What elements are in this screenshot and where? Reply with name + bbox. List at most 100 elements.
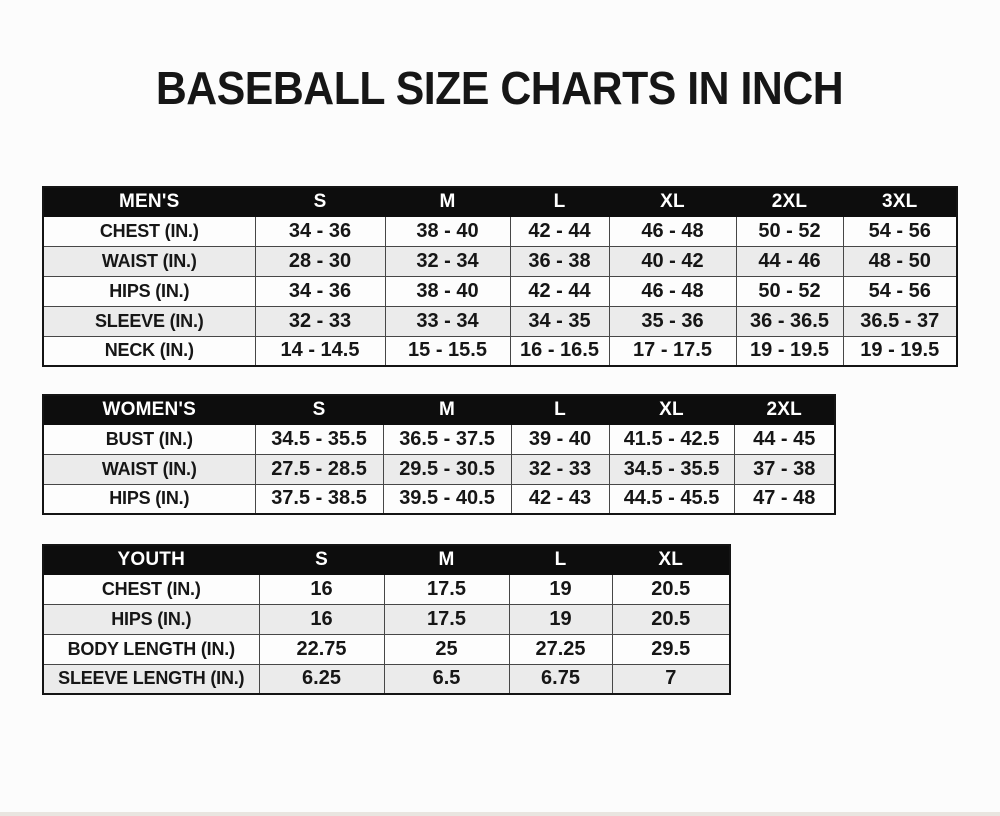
size-value-cell: 36 - 36.5 [735,305,844,337]
size-value-cell: 37.5 - 38.5 [254,483,384,515]
page: { "page": { "title": "BASEBALL SIZE CHAR… [0,64,1000,816]
table-row: WAIST (IN.) 27.5 - 28.5 29.5 - 30.5 32 - 33… [42,453,836,485]
youth-size-column-header: L [508,544,613,575]
table-row: SLEEVE (IN.) 32 - 33 33 - 34 34 - 35 35 - 36… [42,305,958,337]
page-bottom-edge [0,812,1000,816]
row-label: HIPS (IN.) [42,275,256,307]
table-row: HIPS (IN.) 37.5 - 38.5 39.5 - 40.5 42 - 43 4… [42,483,836,515]
row-label: CHEST (IN.) [42,215,256,247]
size-value-cell: 42 - 43 [510,483,610,515]
row-label: SLEEVE LENGTH (IN.) [42,663,260,695]
size-value-cell: 22.75 [258,633,385,665]
row-label: BUST (IN.) [42,423,256,455]
size-value-cell: 28 - 30 [254,245,386,277]
mens-size-column-header: XL [608,186,737,217]
row-label: SLEEVE (IN.) [42,305,256,337]
row-label: HIPS (IN.) [42,603,260,635]
size-value-cell: 17 - 17.5 [608,335,737,367]
row-label: HIPS (IN.) [42,483,256,515]
row-label: WAIST (IN.) [42,453,256,485]
womens-size-column-header: 2XL [733,394,836,425]
size-value-cell: 19 [508,573,613,605]
size-value-cell: 35 - 36 [608,305,737,337]
size-value-cell: 20.5 [611,603,731,635]
size-value-cell: 29.5 [611,633,731,665]
size-value-cell: 40 - 42 [608,245,737,277]
size-value-cell: 27.5 - 28.5 [254,453,384,485]
womens-size-column-header: XL [608,394,735,425]
size-value-cell: 44 - 45 [733,423,836,455]
size-value-cell: 7 [611,663,731,695]
youth-table: YOUTH S M L XL CHEST (IN.) 16 17.5 19 20.5 HIPS (I… [42,544,731,695]
table-row: BODY LENGTH (IN.) 22.75 25 27.25 29.5 [42,633,731,665]
youth-size-column-header: S [258,544,385,575]
mens-table: MEN'S S M L XL 2XL 3XL CHEST (IN.) 34 - 36 38 - 4… [42,186,958,367]
table-row: BUST (IN.) 34.5 - 35.5 36.5 - 37.5 39 - 40 4… [42,423,836,455]
size-value-cell: 50 - 52 [735,275,844,307]
row-label: WAIST (IN.) [42,245,256,277]
size-value-cell: 54 - 56 [842,215,958,247]
size-value-cell: 34 - 35 [509,305,610,337]
size-value-cell: 46 - 48 [608,215,737,247]
womens-table: WOMEN'S S M L XL 2XL BUST (IN.) 34.5 - 35.5 36.5… [42,394,836,515]
size-value-cell: 38 - 40 [384,215,511,247]
page-title-text: BASEBALL SIZE CHARTS IN INCH [156,62,844,114]
size-value-cell: 6.25 [258,663,385,695]
size-value-cell: 32 - 33 [254,305,386,337]
youth-size-table: YOUTH S M L XL CHEST (IN.) 16 17.5 19 20.5 HIPS (I… [42,544,1000,695]
mens-header-row: MEN'S S M L XL 2XL 3XL [42,186,958,217]
size-value-cell: 6.5 [383,663,510,695]
mens-size-column-header: 2XL [735,186,844,217]
size-value-cell: 16 - 16.5 [509,335,610,367]
size-value-cell: 14 - 14.5 [254,335,386,367]
size-value-cell: 29.5 - 30.5 [382,453,512,485]
size-value-cell: 36.5 - 37.5 [382,423,512,455]
size-value-cell: 17.5 [383,603,510,635]
size-value-cell: 46 - 48 [608,275,737,307]
size-value-cell: 6.75 [508,663,613,695]
size-value-cell: 34 - 36 [254,215,386,247]
size-value-cell: 36 - 38 [509,245,610,277]
row-label: CHEST (IN.) [42,573,260,605]
womens-table-title: WOMEN'S [42,394,256,425]
table-row: CHEST (IN.) 34 - 36 38 - 40 42 - 44 46 - 48 5… [42,215,958,247]
size-value-cell: 32 - 33 [510,453,610,485]
size-value-cell: 27.25 [508,633,613,665]
table-row: HIPS (IN.) 16 17.5 19 20.5 [42,603,731,635]
table-row: WAIST (IN.) 28 - 30 32 - 34 36 - 38 40 - 42 4… [42,245,958,277]
womens-size-column-header: S [254,394,384,425]
mens-size-column-header: M [384,186,511,217]
size-value-cell: 42 - 44 [509,215,610,247]
page-title: BASEBALL SIZE CHARTS IN INCH [0,64,1000,112]
size-value-cell: 20.5 [611,573,731,605]
table-row: NECK (IN.) 14 - 14.5 15 - 15.5 16 - 16.5 17 … [42,335,958,367]
size-value-cell: 39.5 - 40.5 [382,483,512,515]
size-value-cell: 25 [383,633,510,665]
size-value-cell: 15 - 15.5 [384,335,511,367]
mens-size-column-header: 3XL [842,186,958,217]
row-label: BODY LENGTH (IN.) [42,633,260,665]
table-row: HIPS (IN.) 34 - 36 38 - 40 42 - 44 46 - 48 50… [42,275,958,307]
size-value-cell: 38 - 40 [384,275,511,307]
size-value-cell: 19 - 19.5 [735,335,844,367]
size-value-cell: 47 - 48 [733,483,836,515]
size-value-cell: 34.5 - 35.5 [608,453,735,485]
mens-size-table: MEN'S S M L XL 2XL 3XL CHEST (IN.) 34 - 36 38 - 4… [42,186,1000,367]
table-row: SLEEVE LENGTH (IN.) 6.25 6.5 6.75 7 [42,663,731,695]
size-value-cell: 16 [258,573,385,605]
size-value-cell: 19 - 19.5 [842,335,958,367]
size-value-cell: 42 - 44 [509,275,610,307]
size-value-cell: 34 - 36 [254,275,386,307]
size-value-cell: 48 - 50 [842,245,958,277]
size-value-cell: 54 - 56 [842,275,958,307]
size-value-cell: 36.5 - 37 [842,305,958,337]
size-value-cell: 41.5 - 42.5 [608,423,735,455]
row-label: NECK (IN.) [42,335,256,367]
size-value-cell: 17.5 [383,573,510,605]
size-value-cell: 44.5 - 45.5 [608,483,735,515]
youth-size-column-header: M [383,544,510,575]
size-value-cell: 37 - 38 [733,453,836,485]
womens-size-table: WOMEN'S S M L XL 2XL BUST (IN.) 34.5 - 35.5 36.5… [42,394,1000,515]
youth-header-row: YOUTH S M L XL [42,544,731,575]
size-value-cell: 19 [508,603,613,635]
